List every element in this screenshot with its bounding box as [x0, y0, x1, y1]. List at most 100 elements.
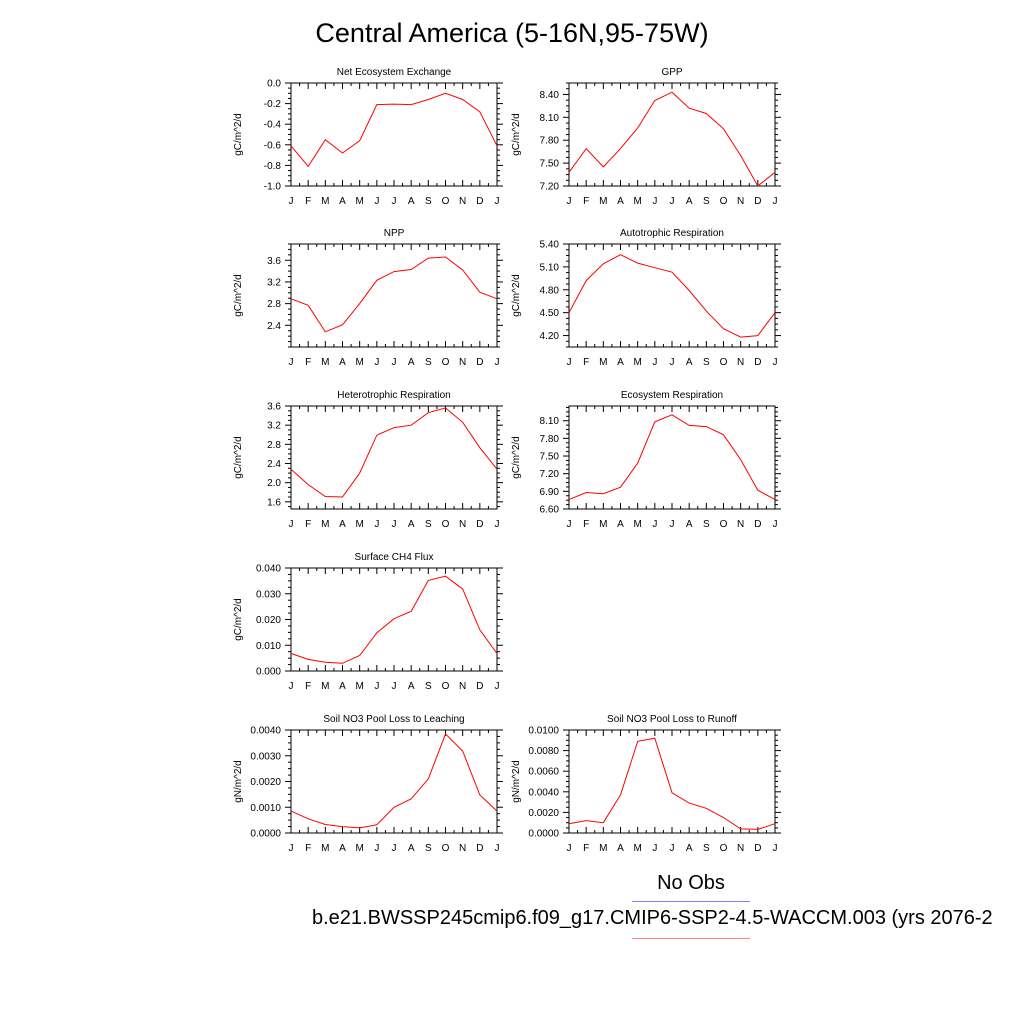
x-tick-label: J — [392, 357, 397, 368]
x-tick-label: A — [408, 843, 415, 854]
x-tick-label: M — [355, 196, 363, 207]
x-tick-label: J — [392, 196, 397, 207]
x-tick-label: J — [289, 519, 294, 530]
series-line-case — [568, 737, 776, 830]
y-tick-label: 0.0020 — [250, 777, 281, 788]
x-tick-label: F — [583, 843, 589, 854]
y-tick-label: 3.2 — [267, 277, 281, 288]
x-tick-label: J — [374, 357, 379, 368]
x-tick-label: F — [305, 196, 311, 207]
x-tick-label: M — [355, 519, 363, 530]
x-tick-label: J — [374, 843, 379, 854]
y-tick-label: 2.4 — [267, 459, 281, 470]
panel-title: Soil NO3 Pool Loss to Runoff — [607, 714, 737, 725]
x-tick-label: J — [392, 519, 397, 530]
y-tick-label: 0.0000 — [250, 829, 281, 840]
x-tick-label: M — [633, 843, 641, 854]
y-tick-label: 0.0020 — [528, 808, 559, 819]
y-tick-label: 8.40 — [540, 90, 560, 101]
y-tick-label: -1.0 — [264, 182, 282, 193]
x-tick-label: D — [476, 681, 483, 692]
y-tick-label: 6.60 — [540, 505, 560, 516]
y-tick-label: 0.020 — [256, 615, 281, 626]
x-tick-label: M — [599, 196, 607, 207]
y-axis-label: gC/m^2/d — [233, 598, 244, 641]
x-tick-label: N — [459, 196, 466, 207]
x-tick-label: M — [321, 843, 329, 854]
y-tick-label: 0.0000 — [528, 829, 559, 840]
y-tick-label: 2.8 — [267, 299, 281, 310]
x-tick-label: J — [670, 196, 675, 207]
x-tick-label: S — [703, 196, 710, 207]
y-tick-label: 0.010 — [256, 641, 281, 652]
x-tick-label: M — [599, 519, 607, 530]
x-tick-label: J — [773, 519, 778, 530]
x-tick-label: A — [617, 843, 624, 854]
y-tick-label: 0.0080 — [528, 746, 559, 757]
x-tick-label: N — [459, 681, 466, 692]
x-tick-label: N — [459, 843, 466, 854]
x-tick-label: J — [670, 357, 675, 368]
x-tick-label: J — [495, 196, 500, 207]
x-tick-label: J — [773, 196, 778, 207]
x-tick-label: F — [305, 681, 311, 692]
series-line-case — [290, 575, 498, 664]
y-tick-label: 4.20 — [540, 331, 560, 342]
y-tick-label: 3.2 — [267, 421, 281, 432]
x-tick-label: D — [754, 357, 761, 368]
series-line-case — [290, 407, 498, 498]
x-tick-label: J — [392, 681, 397, 692]
x-tick-label: J — [567, 357, 572, 368]
x-tick-label: J — [495, 357, 500, 368]
y-tick-label: 0.0010 — [250, 803, 281, 814]
panel-title: Ecosystem Respiration — [621, 390, 723, 401]
y-tick-label: -0.6 — [264, 140, 282, 151]
x-tick-label: A — [339, 357, 346, 368]
legend-case-label: b.e21.BWSSP245cmip6.f09_g17.CMIP6-SSP2-4… — [312, 907, 993, 929]
y-tick-label: 4.80 — [540, 285, 560, 296]
x-tick-label: M — [321, 196, 329, 207]
x-tick-label: J — [289, 357, 294, 368]
x-tick-label: S — [425, 196, 432, 207]
x-tick-label: J — [289, 196, 294, 207]
y-tick-label: 5.40 — [540, 240, 560, 251]
x-tick-label: N — [737, 196, 744, 207]
y-tick-label: 7.80 — [540, 434, 560, 445]
legend-obs-label: No Obs — [657, 872, 725, 894]
panel-title: GPP — [661, 67, 682, 78]
y-tick-label: 0.0100 — [528, 726, 559, 737]
x-tick-label: O — [442, 196, 450, 207]
legend-case-line — [632, 938, 750, 939]
x-tick-label: A — [408, 357, 415, 368]
panel-title: Autotrophic Respiration — [620, 228, 724, 239]
x-tick-label: J — [652, 357, 657, 368]
figure-title: Central America (5-16N,95-75W) — [315, 18, 709, 48]
y-tick-label: 0.000 — [256, 667, 281, 678]
x-tick-label: S — [425, 519, 432, 530]
x-tick-label: D — [754, 196, 761, 207]
y-tick-label: 2.0 — [267, 478, 281, 489]
y-tick-label: 0.040 — [256, 564, 281, 575]
x-tick-label: A — [339, 681, 346, 692]
x-tick-label: S — [425, 843, 432, 854]
x-tick-label: M — [633, 357, 641, 368]
panel-title: Soil NO3 Pool Loss to Leaching — [323, 714, 464, 725]
x-tick-label: A — [686, 519, 693, 530]
x-tick-label: D — [476, 196, 483, 207]
x-tick-label: A — [408, 519, 415, 530]
x-tick-label: A — [339, 519, 346, 530]
y-axis-label: gC/m^2/d — [233, 436, 244, 479]
y-tick-label: 7.20 — [540, 469, 560, 480]
x-tick-label: D — [754, 519, 761, 530]
x-tick-label: F — [305, 519, 311, 530]
x-tick-label: A — [617, 519, 624, 530]
x-tick-label: M — [321, 519, 329, 530]
y-tick-label: 0.0040 — [250, 726, 281, 737]
y-tick-label: 0.0 — [267, 79, 281, 90]
y-axis-label: gC/m^2/d — [511, 113, 522, 156]
